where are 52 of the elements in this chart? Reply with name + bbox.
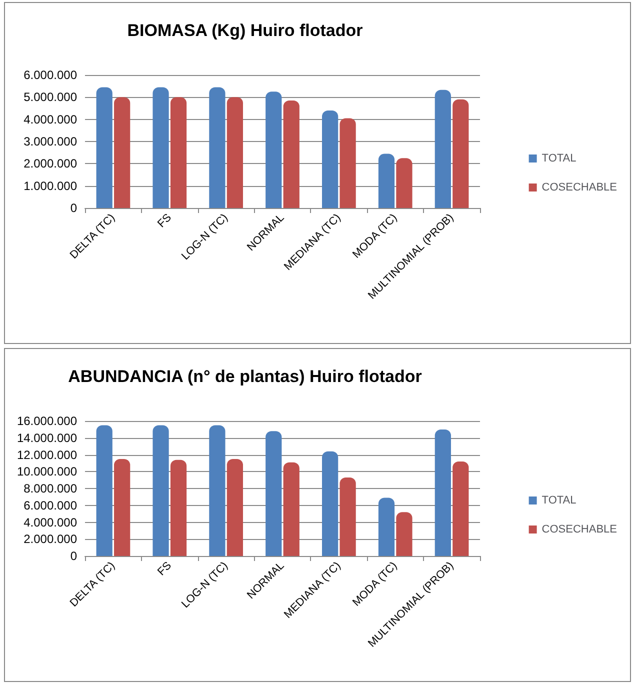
x-tick-label: FS xyxy=(155,560,174,578)
y-tick-label: 10.000.000 xyxy=(16,464,78,479)
bar xyxy=(170,97,187,208)
y-tick-label: 3.000.000 xyxy=(24,134,78,148)
bar xyxy=(396,512,412,556)
legend-label: COSECHABLE xyxy=(542,182,618,194)
bar xyxy=(152,425,169,556)
bar xyxy=(266,92,282,208)
y-tick-label: 4.000.000 xyxy=(24,112,78,126)
bar xyxy=(209,425,226,556)
y-tick-label: 16.000.000 xyxy=(16,414,78,428)
bar xyxy=(226,458,243,556)
y-tick-label: 1.000.000 xyxy=(24,178,78,193)
y-tick-label: 12.000.000 xyxy=(16,448,78,462)
x-tick-label: FS xyxy=(155,212,174,230)
chart-title: ABUNDANCIA (n° de plantas) Huiro flotador xyxy=(68,367,422,386)
bar xyxy=(283,100,300,208)
chart-title: BIOMASA (Kg) Huiro flotador xyxy=(127,21,364,40)
bar xyxy=(452,99,469,208)
bar xyxy=(322,451,338,556)
y-tick-label: 6.000.000 xyxy=(24,498,78,512)
bar xyxy=(170,460,187,556)
y-tick-label: 0 xyxy=(70,549,78,563)
bar xyxy=(114,458,130,556)
bar xyxy=(340,478,356,556)
bar xyxy=(96,425,112,556)
bar xyxy=(114,97,130,208)
y-tick-label: 0 xyxy=(70,201,78,215)
y-tick-label: 5.000.000 xyxy=(24,90,78,104)
y-tick-label: 14.000.000 xyxy=(16,430,78,445)
bar xyxy=(434,90,451,208)
bar xyxy=(396,158,412,208)
bar xyxy=(452,462,469,556)
bar xyxy=(378,154,395,208)
legend-label: TOTAL xyxy=(542,152,576,164)
y-tick-label: 2.000.000 xyxy=(24,532,78,546)
bar xyxy=(340,118,356,208)
bar xyxy=(283,462,300,556)
y-tick-label: 8.000.000 xyxy=(24,482,78,496)
bar xyxy=(266,431,282,556)
bar xyxy=(152,87,169,208)
bar xyxy=(378,498,395,556)
legend-label: COSECHABLE xyxy=(542,524,618,536)
bar xyxy=(322,110,338,208)
bar xyxy=(434,429,451,556)
y-tick-label: 6.000.000 xyxy=(24,68,78,82)
legend-label: TOTAL xyxy=(542,494,576,506)
bar xyxy=(226,97,243,208)
y-tick-label: 4.000.000 xyxy=(24,515,78,530)
y-tick-label: 2.000.000 xyxy=(24,156,78,171)
bar xyxy=(96,87,112,208)
bar xyxy=(209,87,226,208)
